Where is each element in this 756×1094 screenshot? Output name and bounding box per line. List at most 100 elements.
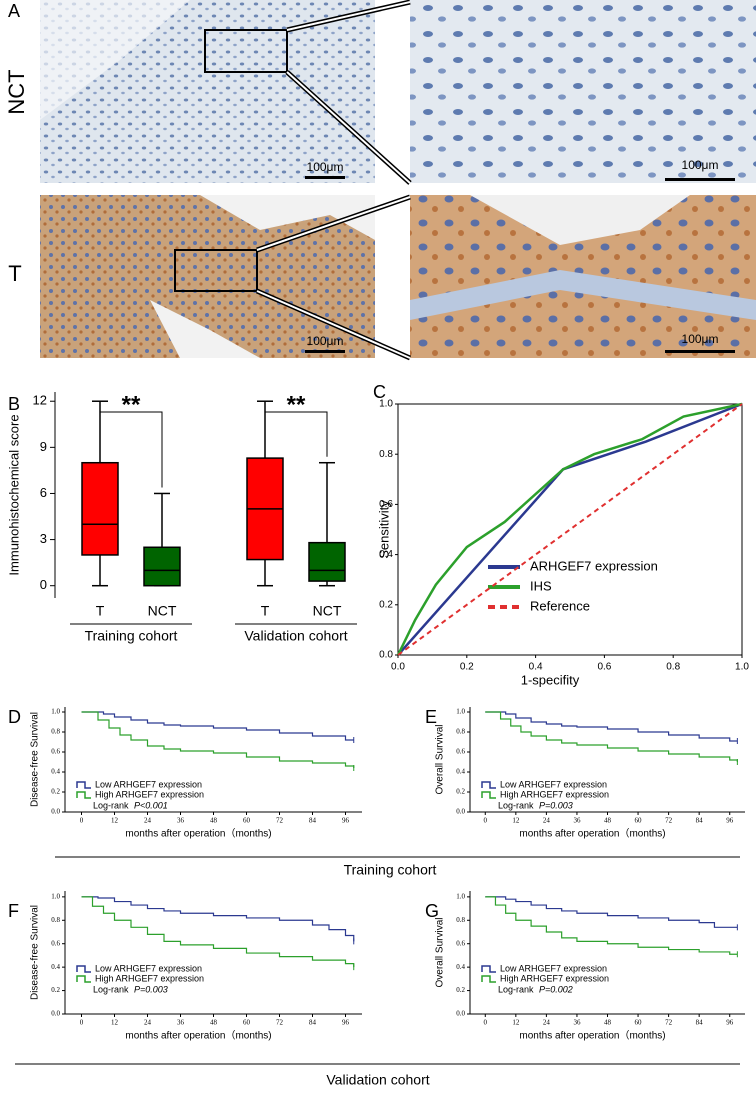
- x-tick-label: 48: [210, 1019, 218, 1027]
- scale-bar: [665, 350, 735, 353]
- y-tick-label: 0.6: [379, 499, 393, 510]
- y-tick-label: 0.8: [379, 449, 393, 460]
- box: [308, 541, 346, 582]
- survival-curve: [81, 711, 355, 768]
- x-tick-label: 84: [696, 817, 704, 825]
- y-tick-label: 0.2: [456, 788, 465, 796]
- x-axis-label: months after operation（months): [125, 1030, 271, 1042]
- lumen: [150, 195, 375, 358]
- y-tick-label: 1.0: [456, 892, 465, 900]
- y-tick-label: 0.2: [456, 986, 465, 994]
- x-tick-label: 24: [543, 1019, 551, 1027]
- row-label: T: [8, 261, 21, 286]
- y-tick-label: 0.8: [51, 916, 60, 924]
- y-tick-label: 0.8: [51, 728, 60, 736]
- y-tick-label: 1.0: [379, 399, 393, 410]
- legend-label: ARHGEF7 expression: [530, 558, 658, 573]
- x-tick-label: 24: [144, 1019, 152, 1027]
- x-axis-label: months after operation（months): [125, 828, 271, 840]
- p-value: P<0.001: [134, 800, 168, 810]
- legend-label: Low ARHGEF7 expression: [95, 963, 202, 973]
- y-axis-label: Immunohistochemical score: [6, 414, 21, 575]
- panel-label: G: [425, 901, 439, 921]
- p-value: P=0.003: [539, 800, 573, 810]
- x-tick-label: 0.8: [666, 662, 680, 673]
- scale-label: 100μm: [682, 158, 719, 172]
- y-axis-label: Overall Survival: [435, 917, 446, 987]
- roc-curve: [396, 402, 743, 656]
- x-tick-label: 84: [696, 1019, 704, 1027]
- legend-label: Reference: [530, 598, 590, 613]
- log-rank-label: Log-rank: [93, 800, 129, 810]
- y-tick-label: 0.6: [51, 748, 60, 756]
- x-tick-label: 1.0: [735, 662, 749, 673]
- x-tick-label: 36: [177, 817, 185, 825]
- x-tick-label: 12: [512, 1019, 520, 1027]
- x-tick-label: 72: [665, 1019, 673, 1027]
- x-tick-label: 96: [726, 817, 734, 825]
- category-label: T: [261, 603, 270, 619]
- scale-label: 100μm: [307, 334, 344, 348]
- stroma: [410, 270, 756, 320]
- x-tick-label: 0.2: [460, 662, 474, 673]
- legend-label: High ARHGEF7 expression: [500, 973, 609, 983]
- y-tick-label: 9: [40, 439, 47, 454]
- x-tick-label: 48: [210, 817, 218, 825]
- significance-bracket: [100, 411, 163, 488]
- legend-label: High ARHGEF7 expression: [95, 789, 204, 799]
- log-rank-label: Log-rank: [93, 984, 129, 994]
- y-tick-label: 6: [40, 485, 47, 500]
- y-tick-label: 0.8: [456, 916, 465, 924]
- y-axis-label: Disease-free Survival: [30, 712, 41, 807]
- x-axis-label: 1-specifity: [521, 672, 580, 687]
- legend-swatch: [76, 791, 91, 799]
- y-tick-label: 0.4: [456, 768, 465, 776]
- nct-high-mag: [410, 0, 756, 183]
- row-label: NCT: [4, 69, 29, 114]
- category-label: NCT: [313, 603, 342, 619]
- x-tick-label: 0: [80, 817, 84, 825]
- significance: **: [287, 391, 306, 418]
- survival-curve: [485, 711, 738, 742]
- micrographs: [40, 0, 756, 361]
- scale-bar: [305, 176, 345, 179]
- category-label: NCT: [148, 603, 177, 619]
- y-tick-label: 12: [33, 393, 47, 408]
- x-tick-label: 0: [484, 817, 488, 825]
- legend-label: Low ARHGEF7 expression: [500, 779, 607, 789]
- x-tick-label: 36: [177, 1019, 185, 1027]
- x-tick-label: 96: [342, 1019, 350, 1027]
- y-tick-label: 0.6: [456, 748, 465, 756]
- y-tick-label: 0.4: [51, 963, 60, 971]
- x-tick-label: 60: [243, 817, 251, 825]
- y-tick-label: 0.4: [379, 549, 393, 560]
- panel-label: E: [425, 707, 437, 727]
- panel-label: A: [8, 1, 20, 21]
- p-value: P=0.003: [134, 984, 168, 994]
- y-axis-label: Disease-free Survival: [30, 905, 41, 1000]
- x-tick-label: 0.6: [597, 662, 611, 673]
- x-tick-label: 72: [665, 817, 673, 825]
- panel-label: D: [8, 707, 21, 727]
- x-tick-label: 84: [309, 1019, 317, 1027]
- legend-swatch: [76, 781, 91, 789]
- y-tick-label: 0: [40, 577, 47, 592]
- legend-label: Low ARHGEF7 expression: [500, 963, 607, 973]
- x-tick-label: 36: [573, 817, 581, 825]
- y-tick-label: 0.6: [51, 939, 60, 947]
- x-tick-label: 12: [512, 817, 520, 825]
- plot-frame: [397, 403, 743, 656]
- y-tick-label: 0.6: [456, 939, 465, 947]
- x-tick-label: 0: [80, 1019, 84, 1027]
- legend-swatch: [481, 791, 496, 799]
- x-tick-label: 60: [243, 1019, 251, 1027]
- x-tick-label: 12: [111, 1019, 119, 1027]
- survival-curve: [485, 896, 738, 928]
- x-tick-label: 60: [635, 1019, 643, 1027]
- x-tick-label: 0.4: [529, 662, 543, 673]
- x-tick-label: 12: [111, 817, 119, 825]
- zoom-box: [174, 249, 258, 292]
- legend-label: High ARHGEF7 expression: [500, 789, 609, 799]
- x-tick-label: 0.0: [391, 662, 405, 673]
